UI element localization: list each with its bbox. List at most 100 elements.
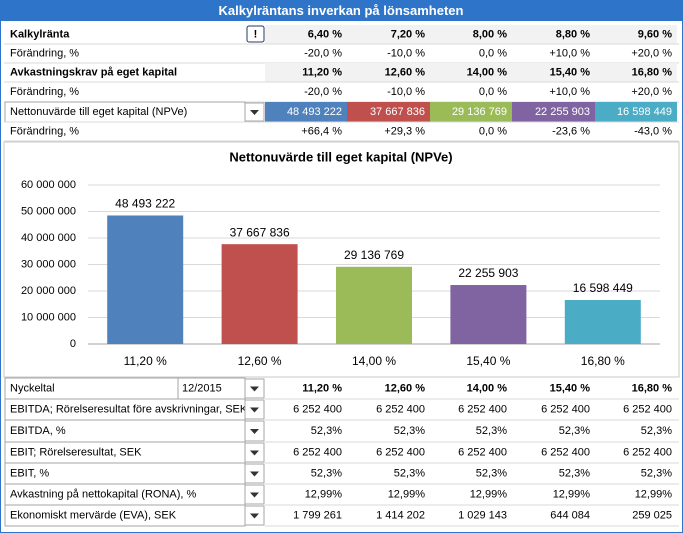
value-cell-text: 52,3% [476, 467, 507, 479]
dropdown-arrow [250, 386, 259, 392]
value-cell-text: +10,0 % [549, 47, 590, 59]
value-cell-text: 6 252 400 [458, 446, 507, 458]
data-label: 16 598 449 [573, 281, 633, 295]
value-cell-text: -20,0 % [304, 47, 342, 59]
dropdown-arrow [250, 429, 259, 434]
row-label: Avkastning på nettokapital (RONA), % [10, 488, 196, 500]
value-cell-text: 52,3% [641, 425, 672, 437]
value-cell-text: 52,3% [311, 425, 342, 437]
value-cell-text: 8,80 % [556, 28, 590, 40]
y-tick-label: 50 000 000 [21, 205, 76, 217]
dropdown-arrow [250, 492, 259, 498]
value-cell-text: 0,0 % [479, 86, 507, 98]
chart-panel [3, 141, 680, 378]
value-cell-text: 52,3% [559, 425, 590, 437]
value-cell-text: 48 493 222 [287, 106, 342, 118]
value-cell-text: 12,60 % [385, 66, 426, 78]
row-label: Förändring, % [10, 125, 79, 137]
dropdown-arrow [250, 471, 259, 477]
value-cell-text: 52,3% [641, 467, 672, 479]
value-cell-text: +29,3 % [384, 125, 425, 137]
x-tick-label: 15,40 % [466, 354, 510, 368]
value-cell-text: 12,60 % [385, 382, 426, 394]
value-cell-text: 8,00 % [473, 28, 507, 40]
value-cell-text: 0,0 % [479, 47, 507, 59]
value-cell-text: 37 667 836 [370, 106, 425, 118]
value-cell-text: +20,0 % [631, 86, 672, 98]
value-band [265, 25, 677, 44]
data-label: 22 255 903 [458, 266, 518, 280]
value-cell-text: 52,3% [394, 425, 425, 437]
value-band [265, 63, 677, 82]
value-cell-text: 52,3% [311, 467, 342, 479]
data-label: 29 136 769 [344, 248, 404, 262]
value-cell-text: 7,20 % [391, 28, 425, 40]
row-label: Nyckeltal [10, 382, 55, 394]
value-cell-text: 1 414 202 [376, 509, 425, 521]
y-tick-label: 0 [70, 338, 76, 350]
bar [564, 300, 641, 344]
value-cell-text: 6 252 400 [623, 403, 672, 415]
value-cell-text: 6 252 400 [541, 403, 590, 415]
row-label: Ekonomiskt mervärde (EVA), SEK [10, 509, 177, 521]
dropdown-arrow [250, 450, 259, 456]
row-label: Kalkylränta [10, 28, 70, 40]
value-cell-text: -10,0 % [387, 47, 425, 59]
dropdown-arrow [250, 407, 259, 413]
bar [221, 244, 298, 344]
x-tick-label: 11,20 % [124, 354, 167, 368]
y-tick-label: 20 000 000 [21, 285, 76, 297]
dropdown-arrow [250, 513, 259, 519]
title-bar [1, 1, 682, 21]
row-label: EBIT, % [10, 467, 49, 479]
row-label: EBITDA; Rörelseresultat före avskrivning… [10, 403, 248, 415]
value-cell-text: 644 084 [550, 509, 590, 521]
value-cell-text: 52,3% [559, 467, 590, 479]
value-cell-text: 6 252 400 [293, 403, 342, 415]
y-tick-label: 40 000 000 [21, 232, 76, 244]
value-cell-text: 6 252 400 [376, 446, 425, 458]
value-cell-text: 52,3% [394, 467, 425, 479]
value-cell-text: 16 598 449 [617, 106, 672, 118]
row-label: Nettonuvärde till eget kapital (NPVe) [10, 106, 187, 118]
value-cell-text: 12,99% [388, 488, 426, 500]
value-cell-text: 6,40 % [308, 28, 342, 40]
value-cell-text: 22 255 903 [535, 106, 590, 118]
row-label: Förändring, % [10, 47, 79, 59]
y-tick-label: 10 000 000 [21, 311, 76, 323]
value-cell-text: 1 029 143 [458, 509, 507, 521]
value-cell-text: 9,60 % [638, 28, 672, 40]
value-cell-text: 29 136 769 [452, 106, 507, 118]
value-cell [265, 102, 347, 122]
value-cell-text: 12,99% [305, 488, 343, 500]
value-cell-text: +66,4 % [301, 125, 342, 137]
row-label: Förändring, % [10, 86, 79, 98]
value-cell-text: 12,99% [553, 488, 591, 500]
value-cell-text: -43,0 % [634, 125, 672, 137]
value-cell-text: 15,40 % [550, 66, 591, 78]
value-cell-text: +10,0 % [549, 86, 590, 98]
value-cell-text: 6 252 400 [541, 446, 590, 458]
row-label: Avkastningskrav på eget kapital [10, 66, 177, 78]
data-label: 37 667 836 [230, 225, 290, 239]
value-cell [347, 102, 430, 122]
value-cell-text: 14,00 % [467, 66, 508, 78]
value-cell-text: 15,40 % [550, 382, 591, 394]
value-cell-text: 259 025 [632, 509, 672, 521]
info-icon[interactable] [246, 25, 265, 43]
value-cell-text: 12,99% [470, 488, 508, 500]
value-cell-text: 16,80 % [632, 66, 673, 78]
value-cell-text: 0,0 % [479, 125, 507, 137]
value-cell-text: 11,20 % [302, 382, 342, 394]
value-cell-text: 1 799 261 [293, 509, 342, 521]
value-cell-text: 6 252 400 [293, 446, 342, 458]
y-tick-label: 60 000 000 [21, 179, 76, 191]
info-icon-glyph: ! [254, 28, 258, 40]
value-cell-text: -23,6 % [552, 125, 590, 137]
value-cell-text: +20,0 % [631, 47, 672, 59]
value-cell-text: 6 252 400 [623, 446, 672, 458]
value-cell-text: 14,00 % [467, 382, 508, 394]
value-cell-text: 52,3% [476, 425, 507, 437]
